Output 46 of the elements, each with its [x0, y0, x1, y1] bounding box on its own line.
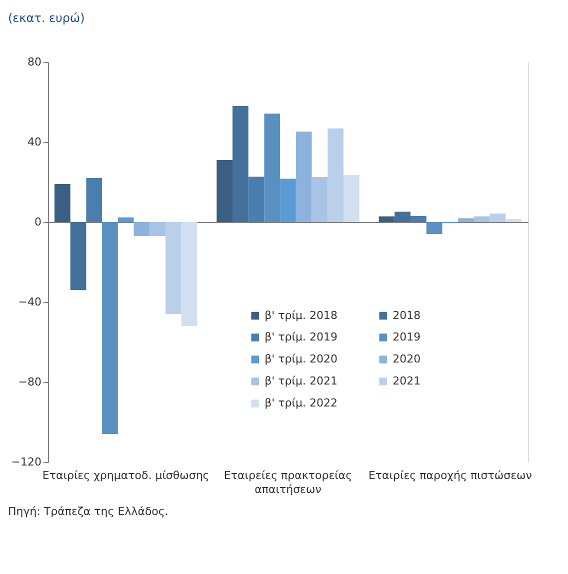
y-tick-label: −120 — [11, 456, 42, 468]
bar — [426, 222, 442, 234]
bar — [118, 217, 134, 222]
x-tick-label: Εταιρείες πρακτορείας απαιτήσεων — [224, 469, 352, 496]
bar — [280, 178, 296, 222]
x-tick-label: Εταιρίες χρηματοδ. μίσθωσης — [42, 469, 210, 482]
bar — [264, 114, 280, 222]
bar — [150, 222, 166, 236]
bar — [296, 132, 312, 222]
bar — [86, 178, 102, 222]
chart-title: (εκατ. ευρώ) — [8, 11, 85, 25]
bar — [165, 222, 182, 314]
bar — [216, 160, 233, 222]
bar — [181, 222, 198, 326]
legend-label: β' τρίμ. 2018 — [264, 308, 338, 322]
bar — [410, 216, 426, 222]
bar — [394, 212, 411, 222]
legend-label: 2021 — [392, 374, 421, 388]
legend-label: β' τρίμ. 2019 — [264, 330, 338, 344]
y-tick-label: −40 — [18, 296, 42, 308]
bar — [134, 222, 150, 236]
x-tick-label: Εταιρίες παροχής πιστώσεων — [368, 469, 532, 482]
legend-label: 2020 — [392, 352, 421, 366]
bar — [474, 216, 490, 222]
bar — [378, 216, 395, 222]
text: Πηγή: Τράπεζα της Ελλάδος. — [8, 505, 168, 518]
bar — [232, 106, 248, 222]
bar — [102, 222, 118, 434]
bar — [328, 128, 344, 222]
y-tick-label: 40 — [28, 136, 42, 148]
legend-label: β' τρίμ. 2020 — [264, 352, 338, 366]
bar — [490, 214, 506, 222]
y-tick-label: 80 — [28, 56, 42, 68]
legend-label: β' τρίμ. 2021 — [264, 374, 338, 388]
bar — [70, 222, 86, 290]
bar — [506, 219, 522, 222]
y-tick-label: 0 — [34, 216, 42, 228]
bar — [312, 177, 328, 222]
bar — [343, 175, 360, 222]
bar — [458, 218, 474, 222]
bar — [248, 176, 264, 222]
y-tick-label: −80 — [18, 376, 42, 388]
legend-label: 2019 — [392, 330, 421, 344]
bar — [54, 184, 70, 222]
legend-label: 2018 — [392, 308, 421, 322]
legend-label: β' τρίμ. 2022 — [264, 396, 338, 410]
